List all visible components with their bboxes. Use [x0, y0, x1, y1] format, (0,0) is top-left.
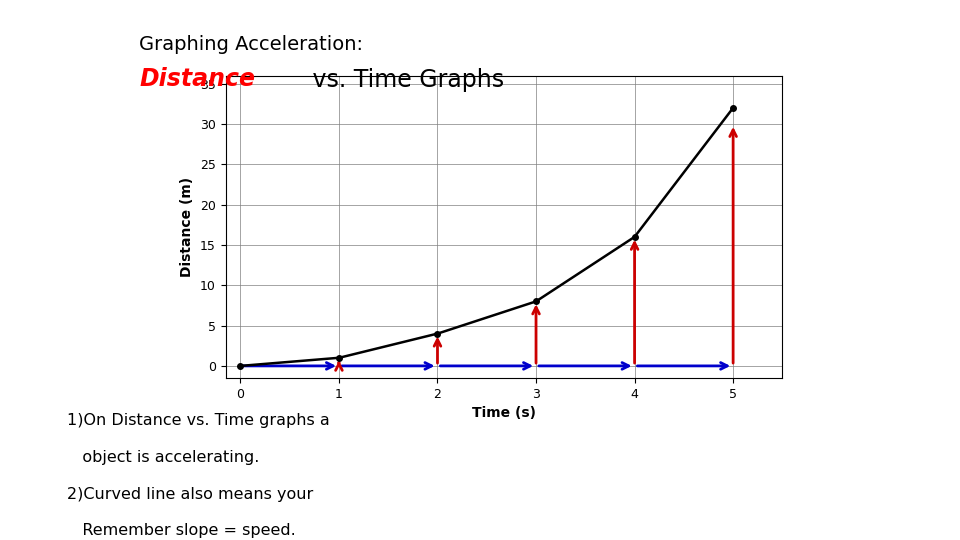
Text: 2)Curved line also means your: 2)Curved line also means your — [67, 487, 319, 502]
Text: object is accelerating.: object is accelerating. — [67, 450, 259, 465]
Text: 1)On Distance vs. Time graphs a: 1)On Distance vs. Time graphs a — [67, 413, 335, 428]
Text: Distance: Distance — [139, 68, 255, 91]
Text: Graphing Acceleration:: Graphing Acceleration: — [139, 35, 363, 54]
Y-axis label: Distance (m): Distance (m) — [180, 177, 195, 277]
Text: vs. Time Graphs: vs. Time Graphs — [305, 68, 504, 91]
Text: Remember slope = speed.: Remember slope = speed. — [67, 523, 296, 538]
X-axis label: Time (s): Time (s) — [472, 406, 536, 420]
